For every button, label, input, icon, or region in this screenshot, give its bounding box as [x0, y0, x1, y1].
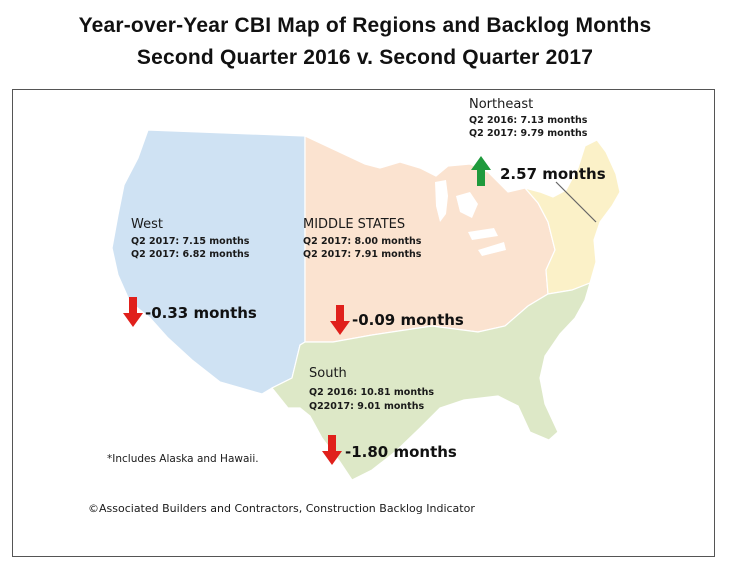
map-frame: [12, 89, 715, 557]
south-region-name: South: [309, 366, 347, 381]
northeast-region-name: Northeast: [469, 97, 534, 112]
northeast-up-arrow: [471, 156, 491, 186]
south-stat-2016: Q2 2016: 10.81 months: [309, 387, 435, 398]
northeast-change-value: 2.57 months: [500, 165, 606, 183]
south-change-value: -1.80 months: [345, 443, 457, 461]
map-title-line2: Second Quarter 2016 v. Second Quarter 20…: [136, 46, 594, 69]
footnote: *Includes Alaska and Hawaii.: [107, 453, 259, 465]
middle-states-change-value: -0.09 months: [352, 311, 464, 329]
northeast-stat-2016: Q2 2016: 7.13 months: [469, 115, 588, 126]
middle-states-stat-2016: Q2 2017: 8.00 months: [303, 236, 422, 247]
middle-states-down-arrow: [330, 305, 350, 335]
south-region-shape: [271, 281, 591, 481]
south-down-arrow: [322, 435, 342, 465]
west-stat-2016: Q2 2017: 7.15 months: [131, 236, 250, 247]
northeast-region-shape: [523, 139, 621, 295]
middle-states-stat-2017: Q2 2017: 7.91 months: [303, 249, 422, 260]
middle-states-region-name: MIDDLE STATES: [303, 217, 406, 232]
west-region-name: West: [131, 217, 163, 232]
source-credit: ©Associated Builders and Contractors, Co…: [88, 502, 475, 515]
northeast-pointer-line: [555, 181, 597, 223]
west-down-arrow: [123, 297, 143, 327]
west-stat-2017: Q2 2017: 6.82 months: [131, 249, 250, 260]
west-change-value: -0.33 months: [145, 304, 257, 322]
map-title-line1: Year-over-Year CBI Map of Regions and Ba…: [78, 14, 652, 37]
south-stat-2017: Q22017: 9.01 months: [309, 401, 425, 412]
great-lakes: [435, 180, 506, 256]
northeast-stat-2017: Q2 2017: 9.79 months: [469, 128, 588, 139]
west-region-shape: [111, 129, 306, 395]
